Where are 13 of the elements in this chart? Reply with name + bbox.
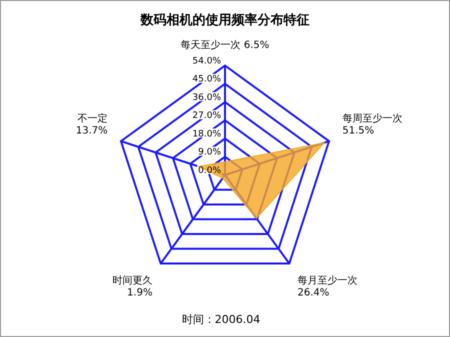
y-tick-label: 36.0%	[192, 92, 222, 103]
y-tick-label: 54.0%	[192, 56, 222, 66]
y-tick-label: 27.0%	[192, 111, 222, 122]
y-tick-label: 9.0%	[198, 148, 222, 158]
spoke-label: 不一定 13.7%	[76, 112, 108, 136]
text: 时间：2006.04	[182, 313, 260, 326]
y-tick-label: 18.0%	[192, 129, 222, 140]
spoke-label: 每周至少一次 51.5%	[342, 112, 402, 136]
spoke-label: 时间更久 1.9%	[112, 274, 152, 298]
spoke-label: 每天至少一次 6.5%	[180, 39, 270, 52]
chart-title: 数码相机的使用频率分布特征	[140, 12, 310, 28]
spoke-label: 每月至少一次 26.4%	[298, 274, 358, 298]
y-tick-label: 45.0%	[192, 74, 222, 85]
